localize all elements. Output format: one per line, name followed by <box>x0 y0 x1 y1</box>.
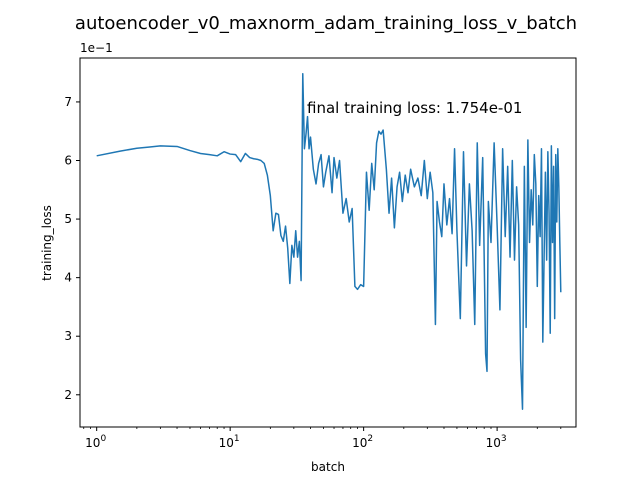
y-tick-label: 5 <box>64 212 72 226</box>
chart-title: autoencoder_v0_maxnorm_adam_training_los… <box>75 13 577 34</box>
y-axis-ticks: 2 3 4 5 6 7 <box>64 95 80 402</box>
x-tick-label: 103 <box>486 434 507 450</box>
y-axis-multiplier: 1e−1 <box>80 41 113 55</box>
x-axis-label: batch <box>311 460 345 474</box>
x-tick-label: 101 <box>219 434 240 450</box>
plot-frame <box>79 57 577 428</box>
x-tick-label: 102 <box>352 434 373 450</box>
y-tick-label: 7 <box>64 95 72 109</box>
y-tick-label: 6 <box>64 154 72 168</box>
x-tick-label: 100 <box>85 434 106 450</box>
x-axis-minor-ticks <box>83 427 562 429</box>
final-loss-annotation: final training loss: 1.754e-01 <box>307 99 522 117</box>
y-tick-label: 3 <box>64 329 72 343</box>
series-layer <box>96 73 562 410</box>
y-tick-label: 4 <box>64 271 72 285</box>
y-axis-label: training_loss <box>40 205 54 281</box>
series-line-0 <box>96 73 562 410</box>
y-tick-label: 2 <box>64 388 72 402</box>
x-axis-ticks: 100 101 102 103 <box>85 427 507 450</box>
